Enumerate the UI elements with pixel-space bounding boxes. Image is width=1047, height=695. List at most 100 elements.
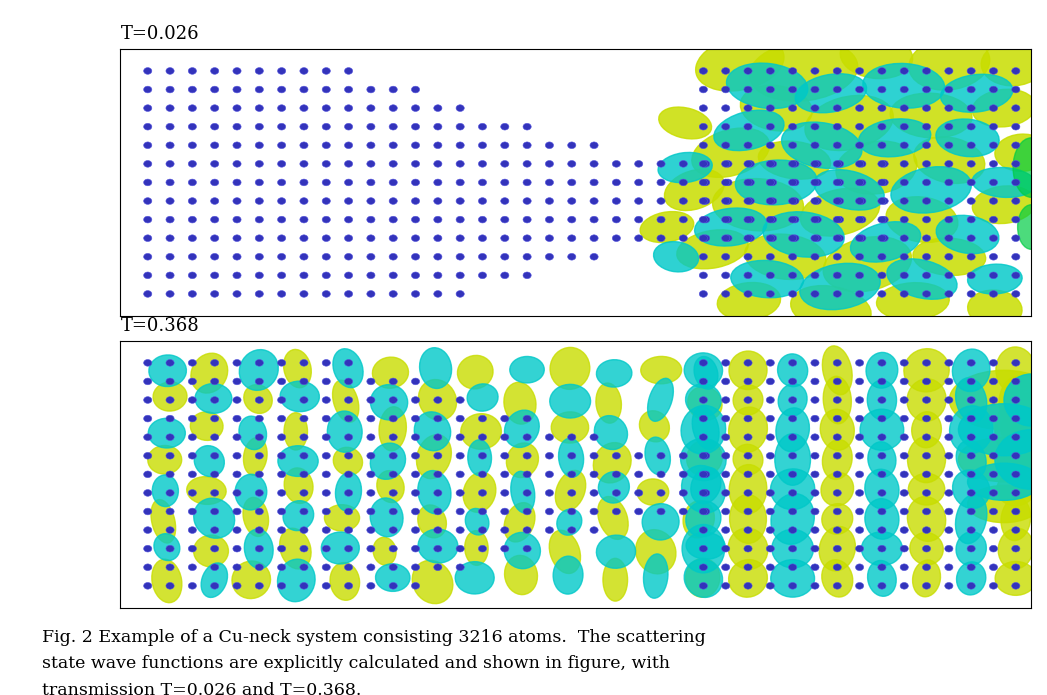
Circle shape	[788, 291, 797, 297]
Circle shape	[833, 179, 842, 186]
Circle shape	[143, 359, 152, 366]
Circle shape	[589, 527, 598, 534]
Circle shape	[433, 452, 442, 459]
Ellipse shape	[505, 532, 540, 569]
Ellipse shape	[850, 222, 920, 262]
Circle shape	[900, 378, 909, 385]
Ellipse shape	[684, 559, 722, 598]
Circle shape	[699, 546, 708, 552]
Circle shape	[210, 582, 219, 589]
Ellipse shape	[862, 532, 903, 566]
Circle shape	[877, 489, 886, 496]
Ellipse shape	[557, 509, 582, 535]
Circle shape	[699, 67, 708, 74]
Circle shape	[922, 397, 931, 403]
Circle shape	[766, 86, 775, 93]
Circle shape	[967, 86, 975, 93]
Ellipse shape	[596, 383, 622, 423]
Circle shape	[855, 397, 864, 403]
Text: Fig. 2 Example of a Cu-neck system consisting 3216 atoms.  The scattering: Fig. 2 Example of a Cu-neck system consi…	[42, 629, 706, 646]
Circle shape	[881, 235, 888, 242]
Circle shape	[967, 291, 975, 297]
Circle shape	[165, 179, 174, 186]
Circle shape	[322, 123, 331, 130]
Circle shape	[277, 582, 286, 589]
Circle shape	[721, 272, 730, 279]
Circle shape	[944, 582, 953, 589]
Circle shape	[922, 434, 931, 441]
Circle shape	[456, 434, 464, 441]
Circle shape	[188, 216, 197, 223]
Circle shape	[277, 434, 286, 441]
Ellipse shape	[686, 501, 721, 537]
Circle shape	[366, 378, 375, 385]
Circle shape	[989, 564, 998, 571]
Circle shape	[255, 582, 264, 589]
Ellipse shape	[841, 33, 913, 79]
Circle shape	[877, 452, 886, 459]
Circle shape	[989, 142, 998, 149]
Circle shape	[989, 452, 998, 459]
Ellipse shape	[239, 416, 267, 450]
Circle shape	[567, 197, 576, 204]
Circle shape	[989, 527, 998, 534]
Circle shape	[165, 359, 174, 366]
Circle shape	[699, 161, 708, 167]
Circle shape	[344, 197, 353, 204]
Circle shape	[389, 216, 397, 223]
Circle shape	[680, 197, 688, 204]
Circle shape	[877, 527, 886, 534]
Circle shape	[411, 161, 420, 167]
Circle shape	[255, 489, 264, 496]
Circle shape	[766, 546, 775, 552]
Circle shape	[277, 452, 286, 459]
Ellipse shape	[860, 409, 904, 450]
Circle shape	[744, 582, 752, 589]
Circle shape	[433, 546, 442, 552]
Circle shape	[721, 67, 730, 74]
Circle shape	[877, 397, 886, 403]
Circle shape	[877, 272, 886, 279]
Circle shape	[322, 471, 331, 477]
Circle shape	[855, 489, 864, 496]
Circle shape	[723, 235, 732, 242]
Circle shape	[589, 452, 598, 459]
Circle shape	[1011, 197, 1020, 204]
Circle shape	[768, 179, 777, 186]
Circle shape	[900, 508, 909, 515]
Circle shape	[188, 489, 197, 496]
Circle shape	[701, 508, 710, 515]
Circle shape	[967, 582, 975, 589]
Circle shape	[922, 471, 931, 477]
Ellipse shape	[692, 128, 770, 177]
Circle shape	[277, 197, 286, 204]
Circle shape	[255, 397, 264, 403]
Ellipse shape	[280, 528, 311, 569]
Circle shape	[877, 508, 886, 515]
Circle shape	[900, 434, 909, 441]
Circle shape	[833, 434, 842, 441]
Circle shape	[255, 452, 264, 459]
Circle shape	[389, 105, 397, 111]
Circle shape	[322, 86, 331, 93]
Circle shape	[322, 378, 331, 385]
Circle shape	[255, 415, 264, 422]
Ellipse shape	[333, 349, 363, 388]
Circle shape	[1011, 359, 1020, 366]
Circle shape	[944, 123, 953, 130]
Ellipse shape	[890, 93, 972, 138]
Circle shape	[165, 272, 174, 279]
Circle shape	[456, 123, 464, 130]
Ellipse shape	[465, 531, 488, 565]
Circle shape	[143, 508, 152, 515]
Circle shape	[299, 123, 308, 130]
Circle shape	[922, 235, 931, 242]
Ellipse shape	[686, 532, 726, 559]
Circle shape	[478, 527, 487, 534]
Circle shape	[165, 489, 174, 496]
Circle shape	[699, 378, 708, 385]
Circle shape	[500, 489, 509, 496]
Circle shape	[900, 142, 909, 149]
Ellipse shape	[740, 85, 812, 131]
Circle shape	[634, 216, 643, 223]
